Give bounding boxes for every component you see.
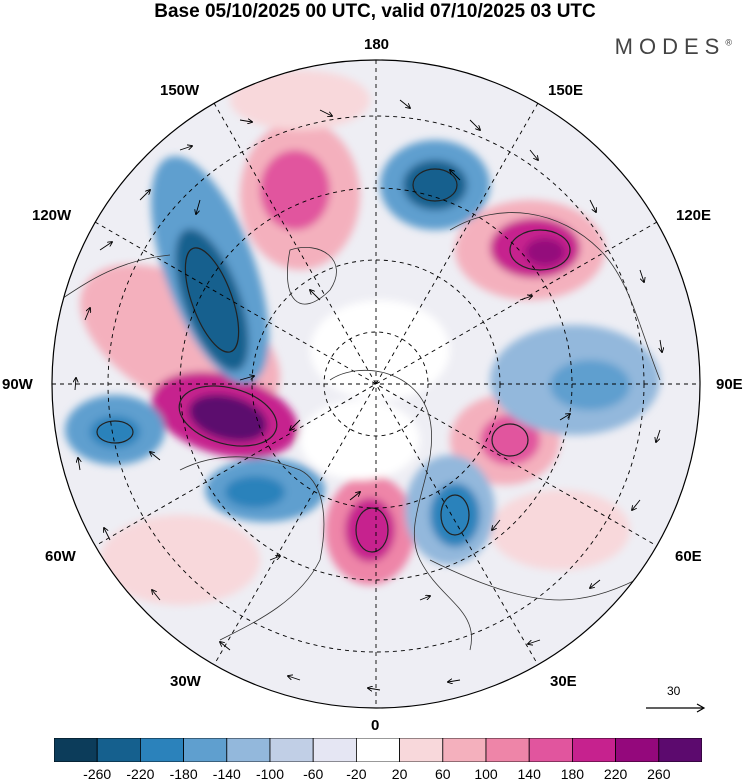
colorbar-swatch <box>442 738 487 762</box>
colorbar-tick-label: -180 <box>169 766 198 782</box>
colorbar-swatch <box>355 738 400 762</box>
lon-label-180: 180 <box>364 36 390 53</box>
lon-label-30e: 30E <box>550 673 577 690</box>
colorbar-tick-label: 60 <box>435 766 451 782</box>
brand-logo: MODES® <box>615 34 732 60</box>
colorbar-swatch <box>140 738 185 762</box>
colorbar-tick-label: -260 <box>83 766 112 782</box>
colorbar-swatch <box>312 738 357 762</box>
colorbar-swatch <box>485 738 530 762</box>
colorbar-swatch <box>658 738 702 762</box>
colorbar-swatch <box>183 738 228 762</box>
colorbar-swatch <box>96 738 141 762</box>
brand-name: MODES <box>614 34 726 59</box>
colorbar-tick-label: -60 <box>303 766 324 782</box>
lon-label-150w: 150W <box>160 82 200 99</box>
lon-label-90e: 90E <box>716 376 743 393</box>
chart-title: Base 05/10/2025 00 UTC, valid 07/10/2025… <box>154 1 596 22</box>
colorbar-tick-label: -100 <box>255 766 285 782</box>
anomaly-field <box>52 60 700 708</box>
lon-label-120w: 120W <box>32 207 72 224</box>
brand-mark: ® <box>725 37 732 48</box>
colorbar-swatch <box>226 738 271 762</box>
colorbar-tick-label: 20 <box>391 766 408 782</box>
colorbar-tick-label: -140 <box>212 766 241 782</box>
colorbar-tick-label: 180 <box>560 766 585 782</box>
polar-map <box>51 59 701 709</box>
colorbar-tick-label: 220 <box>603 766 628 782</box>
lon-label-150e: 150E <box>548 82 584 99</box>
colorbar-swatch <box>269 738 314 762</box>
colorbar-tick-label: 100 <box>474 766 498 782</box>
lon-label-0: 0 <box>371 717 380 734</box>
lon-label-30w: 30W <box>170 673 201 690</box>
colorbar-tick-label: 140 <box>517 766 541 782</box>
colorbar-swatch <box>615 738 660 762</box>
lon-label-60w: 60W <box>45 548 76 565</box>
colorbar-tick-label: -20 <box>346 766 367 782</box>
colorbar-swatch <box>572 738 617 762</box>
lon-label-120e: 120E <box>676 207 712 224</box>
reference-vector-label: 30 <box>667 684 681 698</box>
colorbar-swatch <box>528 738 573 762</box>
lon-label-60e: 60E <box>675 548 702 565</box>
lon-label-90w: 90W <box>2 376 33 393</box>
colorbar-swatch <box>54 738 98 762</box>
reference-vector-arrow <box>646 703 706 713</box>
colorbar-tick-label: 260 <box>647 766 671 782</box>
colorbar-swatch <box>399 738 444 762</box>
map-border <box>51 59 701 709</box>
colorbar-tick-label: -220 <box>126 766 155 782</box>
colorbar <box>54 738 702 762</box>
reference-vector: 30 <box>645 684 707 714</box>
